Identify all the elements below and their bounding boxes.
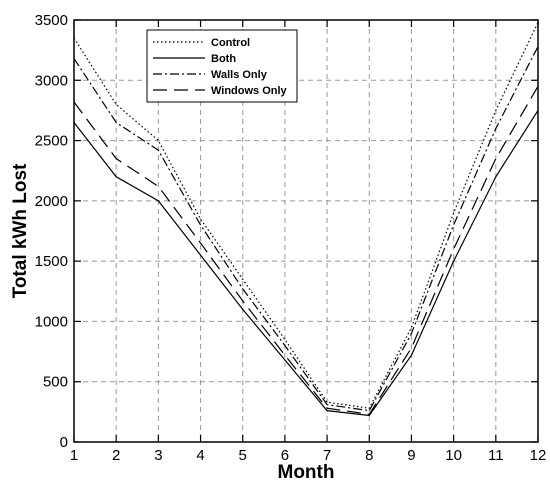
legend-label: Walls Only: [211, 69, 268, 81]
x-tick-label: 11: [488, 447, 504, 464]
legend-box: [146, 29, 298, 103]
series-line-both: [73, 110, 539, 417]
series-lines: [73, 22, 539, 417]
x-tick-label: 1: [70, 447, 78, 464]
grid: [74, 20, 538, 442]
x-tick-label: 5: [239, 447, 247, 464]
y-tick-label: 500: [43, 374, 68, 391]
legend-label: Control: [211, 37, 250, 49]
x-tick-label: 6: [281, 447, 289, 464]
x-tick-labels: 1 2 3 4 5 6 7 8 9 10 11 12: [70, 447, 547, 464]
legend-label: Both: [211, 53, 236, 65]
ticks: [73, 19, 539, 443]
y-tick-label: 2000: [35, 193, 68, 210]
series-line-windows-only: [73, 86, 539, 415]
x-axis-title: Month: [278, 462, 335, 483]
legend: Control Both Walls Only Windows Only: [146, 29, 298, 103]
legend-label: Windows Only: [211, 85, 288, 97]
y-tick-label: 3000: [35, 72, 68, 89]
plot-frame: [73, 19, 539, 443]
x-tick-label: 2: [112, 447, 120, 464]
x-tick-label: 9: [407, 447, 415, 464]
series-line-control: [73, 22, 539, 409]
x-tick-label: 12: [530, 447, 547, 464]
x-tick-label: 8: [365, 447, 373, 464]
x-tick-label: 3: [154, 447, 162, 464]
y-tick-label: 0: [60, 434, 68, 451]
y-tick-label: 1000: [35, 313, 68, 330]
y-tick-label: 1500: [35, 253, 68, 270]
x-tick-label: 4: [196, 447, 204, 464]
x-tick-label: 7: [323, 447, 331, 464]
y-tick-label: 2500: [35, 133, 68, 150]
y-tick-labels: 0 500 1000 1500 2000 2500 3000 3500: [35, 12, 68, 451]
y-tick-label: 3500: [35, 12, 68, 29]
series-line-walls-only: [73, 46, 539, 412]
y-axis-title: Total kWh Lost: [10, 163, 31, 298]
x-tick-label: 10: [445, 447, 462, 464]
